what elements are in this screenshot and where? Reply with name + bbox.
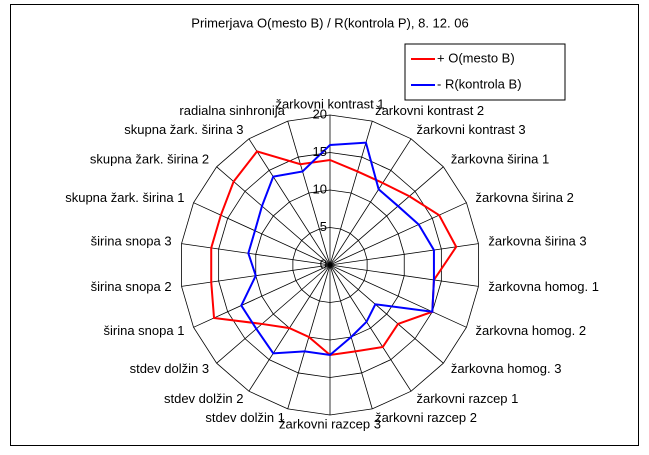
spoke bbox=[216, 166, 331, 266]
spoke bbox=[248, 138, 331, 266]
spoke bbox=[329, 120, 373, 266]
spoke bbox=[329, 138, 412, 266]
r-tick-label: 20 bbox=[313, 106, 327, 121]
category-label: stdev dolžin 1 bbox=[205, 410, 285, 425]
category-label: žarkovni razcep 2 bbox=[375, 410, 477, 425]
r-tick-label: 15 bbox=[313, 144, 327, 159]
category-label: radialna sinhronija bbox=[179, 103, 285, 118]
legend-label: - R(kontrola B) bbox=[437, 76, 522, 91]
spoke bbox=[329, 264, 479, 287]
category-label: širina snopa 1 bbox=[104, 323, 185, 338]
spoke bbox=[329, 264, 444, 364]
category-label: žarkovna širina 3 bbox=[488, 234, 586, 249]
spoke bbox=[193, 202, 331, 266]
spoke bbox=[329, 243, 479, 266]
r-tick-label: 5 bbox=[320, 219, 327, 234]
spoke bbox=[329, 264, 467, 328]
r-tick-label: 10 bbox=[313, 181, 327, 196]
category-label: žarkovni kontrast 2 bbox=[375, 103, 484, 118]
category-label: žarkovna homog. 2 bbox=[476, 323, 587, 338]
category-label: širina snopa 3 bbox=[91, 234, 172, 249]
r-tick-label: 0 bbox=[320, 256, 327, 271]
spoke bbox=[181, 243, 331, 266]
category-label: skupna žark. širina 3 bbox=[124, 122, 243, 137]
spoke bbox=[329, 264, 412, 392]
spoke bbox=[193, 264, 331, 328]
spoke bbox=[216, 264, 331, 364]
category-label: žarkovni razcep 3 bbox=[279, 416, 381, 431]
category-label: žarkovna homog. 1 bbox=[488, 279, 599, 294]
category-label: žarkovna širina 2 bbox=[476, 190, 574, 205]
category-label: skupna žark. širina 1 bbox=[65, 190, 184, 205]
spoke bbox=[287, 120, 331, 266]
spoke bbox=[329, 202, 467, 266]
category-label: žarkovna homog. 3 bbox=[451, 361, 562, 376]
category-label: širina snopa 2 bbox=[91, 279, 172, 294]
category-label: stdev dolžin 3 bbox=[130, 361, 210, 376]
category-label: stdev dolžin 2 bbox=[164, 391, 244, 406]
category-label: skupna žark. širina 2 bbox=[90, 152, 209, 167]
chart-title: Primerjava O(mesto B) / R(kontrola P), 8… bbox=[191, 15, 468, 30]
category-label: žarkovna širina 1 bbox=[451, 152, 549, 167]
spoke bbox=[329, 166, 444, 266]
series-line bbox=[240, 141, 435, 357]
category-label: žarkovni kontrast 3 bbox=[417, 122, 526, 137]
legend-label: + O(mesto B) bbox=[437, 50, 515, 65]
category-label: žarkovni kontrast 1 bbox=[275, 96, 384, 111]
legend-box bbox=[404, 43, 566, 101]
category-label: žarkovni razcep 1 bbox=[417, 391, 519, 406]
